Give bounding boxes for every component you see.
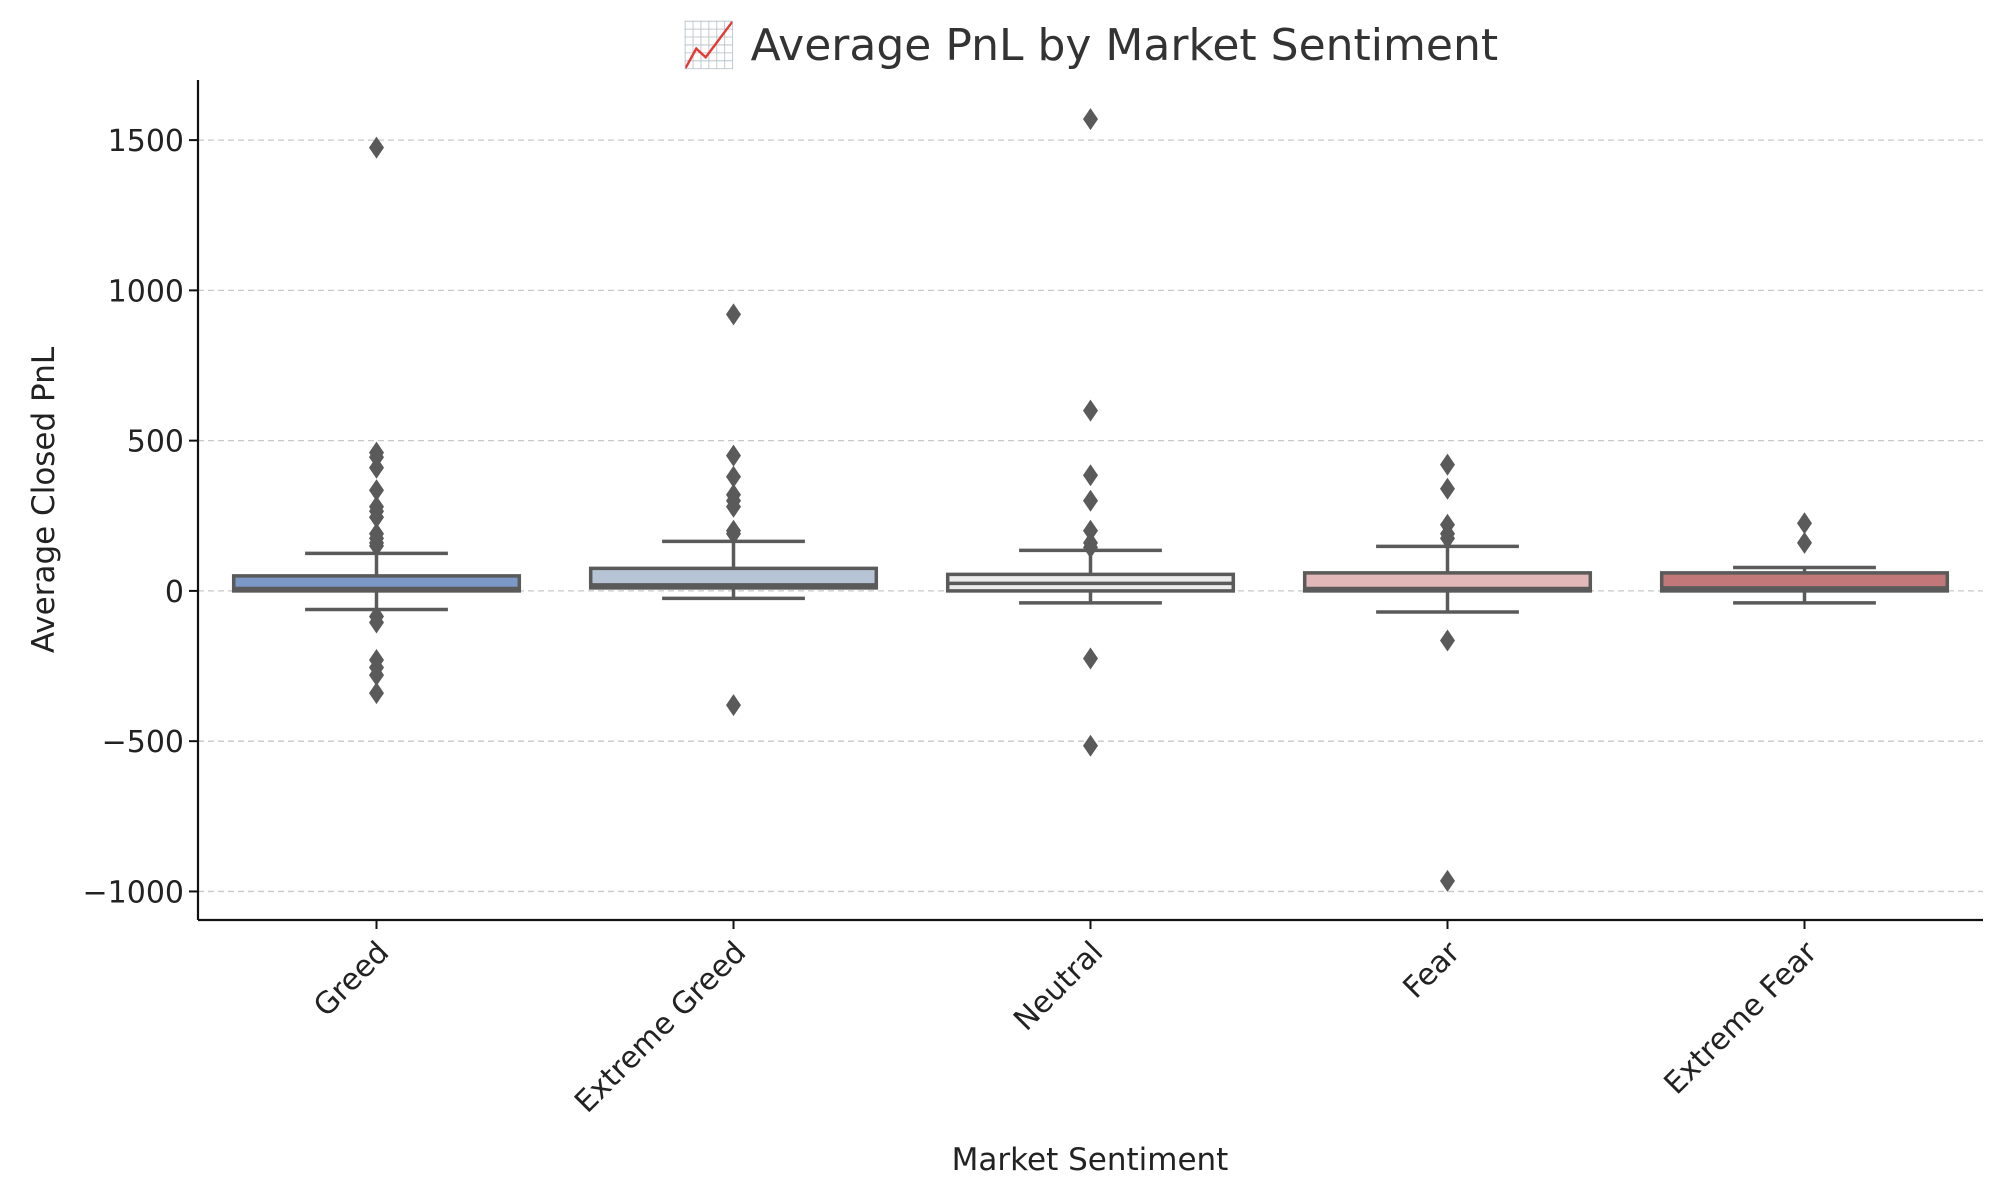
outlier-point <box>1083 489 1098 512</box>
chart-title: 📈 Average PnL by Market Sentiment <box>682 20 1498 71</box>
x-tick-label: Extreme Greed <box>568 935 753 1120</box>
outlier-point <box>1440 527 1455 550</box>
outlier-point <box>1083 464 1098 487</box>
outlier-point <box>1797 512 1812 535</box>
outlier-point <box>1083 108 1098 131</box>
y-tick-label: 500 <box>127 425 184 460</box>
box <box>1302 571 1593 593</box>
outlier-point <box>1083 536 1098 559</box>
outlier-point <box>1083 399 1098 422</box>
outlier-point <box>1083 734 1098 757</box>
outlier-point <box>726 522 741 545</box>
outlier-point <box>369 682 384 705</box>
y-axis-label: Average Closed PnL <box>26 346 62 653</box>
outlier-point <box>1440 453 1455 476</box>
y-tick-label: −1000 <box>83 875 184 910</box>
y-tick-label: 0 <box>165 575 184 610</box>
outlier-point <box>1083 647 1098 670</box>
outlier-point <box>1440 477 1455 500</box>
outlier-point <box>1440 869 1455 892</box>
outlier-point <box>369 611 384 634</box>
outlier-point <box>726 444 741 467</box>
y-tick-label: −500 <box>102 725 184 760</box>
box-group <box>588 303 879 717</box>
outlier-point <box>369 479 384 502</box>
y-tick-label: 1500 <box>108 124 184 159</box>
x-axis-label: Market Sentiment <box>952 1142 1229 1178</box>
outlier-point <box>369 534 384 557</box>
box-group <box>1302 453 1593 892</box>
outlier-point <box>726 303 741 326</box>
grid <box>198 139 1983 893</box>
box-group <box>231 136 522 705</box>
outlier-point <box>726 694 741 717</box>
outlier-point <box>369 136 384 159</box>
box-group <box>945 108 1236 757</box>
x-tick-label: Neutral <box>1007 935 1110 1038</box>
outlier-point <box>726 495 741 518</box>
box <box>588 566 879 590</box>
outlier-point <box>369 664 384 687</box>
outlier-point <box>726 465 741 488</box>
outlier-point <box>1440 629 1455 652</box>
x-tick-label: Fear <box>1397 934 1468 1005</box>
y-ticks: 1500 1000 500 0 −500 −1000 <box>83 124 198 910</box>
outlier-point <box>369 506 384 529</box>
box-group <box>1659 512 1950 605</box>
y-tick-label: 1000 <box>108 274 184 309</box>
outlier-point <box>1797 531 1812 554</box>
x-tick-label: Extreme Fear <box>1658 934 1825 1101</box>
x-tick-label: Greed <box>307 935 396 1024</box>
plot-area <box>231 108 1950 892</box>
outlier-point <box>369 456 384 479</box>
outlier-point <box>1083 519 1098 542</box>
x-ticks: Greed Extreme Greed Neutral Fear Extreme Fea… <box>307 920 1825 1120</box>
